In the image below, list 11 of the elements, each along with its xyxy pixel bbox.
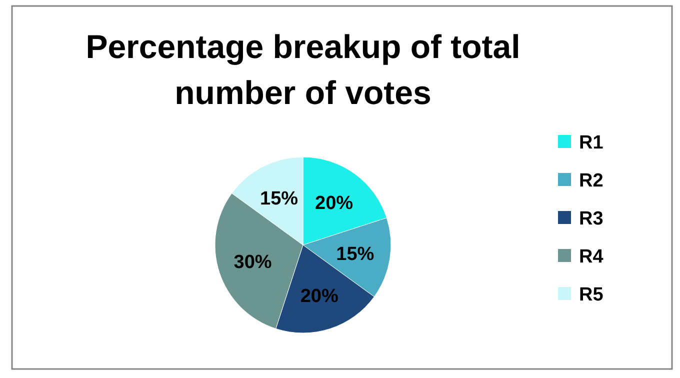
legend-label: R5 (579, 284, 604, 306)
legend-label: R4 (579, 246, 604, 268)
data-label: 15% (260, 188, 298, 210)
chart-title: Percentage breakup of total number of votes (86, 28, 520, 111)
legend-label: R1 (579, 132, 604, 154)
data-label: 20% (300, 286, 338, 307)
data-label: 20% (315, 192, 354, 214)
data-label: 15% (336, 244, 374, 265)
legend-label: R3 (579, 208, 604, 230)
data-label: 30% (234, 252, 272, 273)
legend-label: R2 (579, 170, 604, 192)
